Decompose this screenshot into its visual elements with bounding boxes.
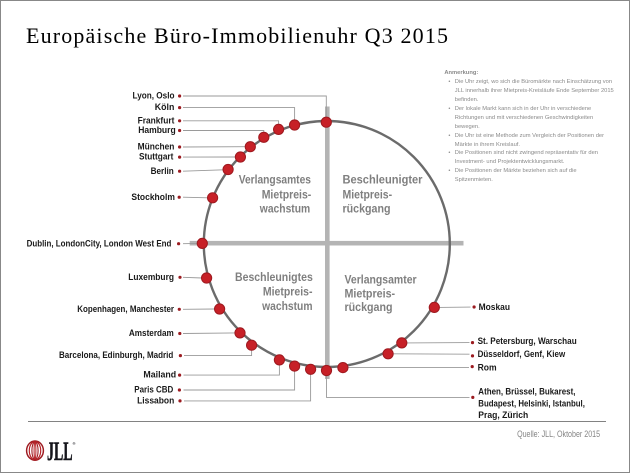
svg-text:Düsseldorf, Genf, Kiew: Düsseldorf, Genf, Kiew (478, 349, 566, 359)
svg-text:Verlangsamtes: Verlangsamtes (239, 172, 312, 186)
svg-text:St. Petersburg, Warschau: St. Petersburg, Warschau (478, 336, 577, 346)
svg-text:Dublin, LondonCity, London Wes: Dublin, LondonCity, London West End (27, 238, 172, 248)
svg-text:Rom: Rom (478, 363, 497, 373)
svg-text:Mailand: Mailand (143, 370, 176, 380)
svg-text:®: ® (73, 441, 76, 446)
svg-text:Barcelona, Edinburgh, Madrid: Barcelona, Edinburgh, Madrid (59, 350, 173, 360)
svg-text:Moskau: Moskau (479, 302, 510, 312)
svg-text:rückgang: rückgang (343, 202, 391, 216)
svg-text:Prag, Zürich: Prag, Zürich (478, 410, 528, 420)
svg-text:Mietpreis-: Mietpreis- (262, 188, 312, 202)
svg-text:rückgang: rückgang (345, 300, 393, 314)
svg-text:Mietpreis-: Mietpreis- (345, 287, 396, 301)
svg-text:Beschleunigter: Beschleunigter (343, 172, 423, 186)
svg-text:Kopenhagen, Manchester: Kopenhagen, Manchester (77, 304, 174, 314)
svg-text:wachstum: wachstum (259, 202, 310, 216)
svg-text:Amsterdam: Amsterdam (129, 328, 174, 338)
svg-text:Athen, Brüssel, Bukarest,: Athen, Brüssel, Bukarest, (478, 387, 575, 397)
svg-text:Stuttgart: Stuttgart (139, 152, 173, 162)
svg-text:München: München (138, 142, 175, 152)
svg-text:wachstum: wachstum (261, 299, 312, 313)
svg-text:Hamburg: Hamburg (138, 125, 176, 135)
svg-text:Frankfurt: Frankfurt (138, 115, 175, 125)
svg-text:Mietpreis-: Mietpreis- (343, 188, 393, 202)
svg-text:Lissabon: Lissabon (137, 396, 174, 406)
svg-text:Mietpreis-: Mietpreis- (263, 285, 313, 299)
svg-text:Berlin: Berlin (151, 166, 174, 176)
svg-text:Verlangsamter: Verlangsamter (345, 272, 417, 286)
svg-text:Köln: Köln (155, 102, 175, 112)
svg-text:Budapest, Helsinki, Istanbul,: Budapest, Helsinki, Istanbul, (478, 398, 585, 408)
svg-text:Lyon, Oslo: Lyon, Oslo (133, 91, 175, 101)
svg-text:Paris CBD: Paris CBD (134, 385, 173, 395)
svg-text:Stockholm: Stockholm (131, 192, 175, 202)
svg-text:JLL: JLL (47, 437, 73, 466)
svg-text:Beschleunigtes: Beschleunigtes (235, 270, 313, 284)
svg-text:Luxemburg: Luxemburg (128, 272, 174, 282)
